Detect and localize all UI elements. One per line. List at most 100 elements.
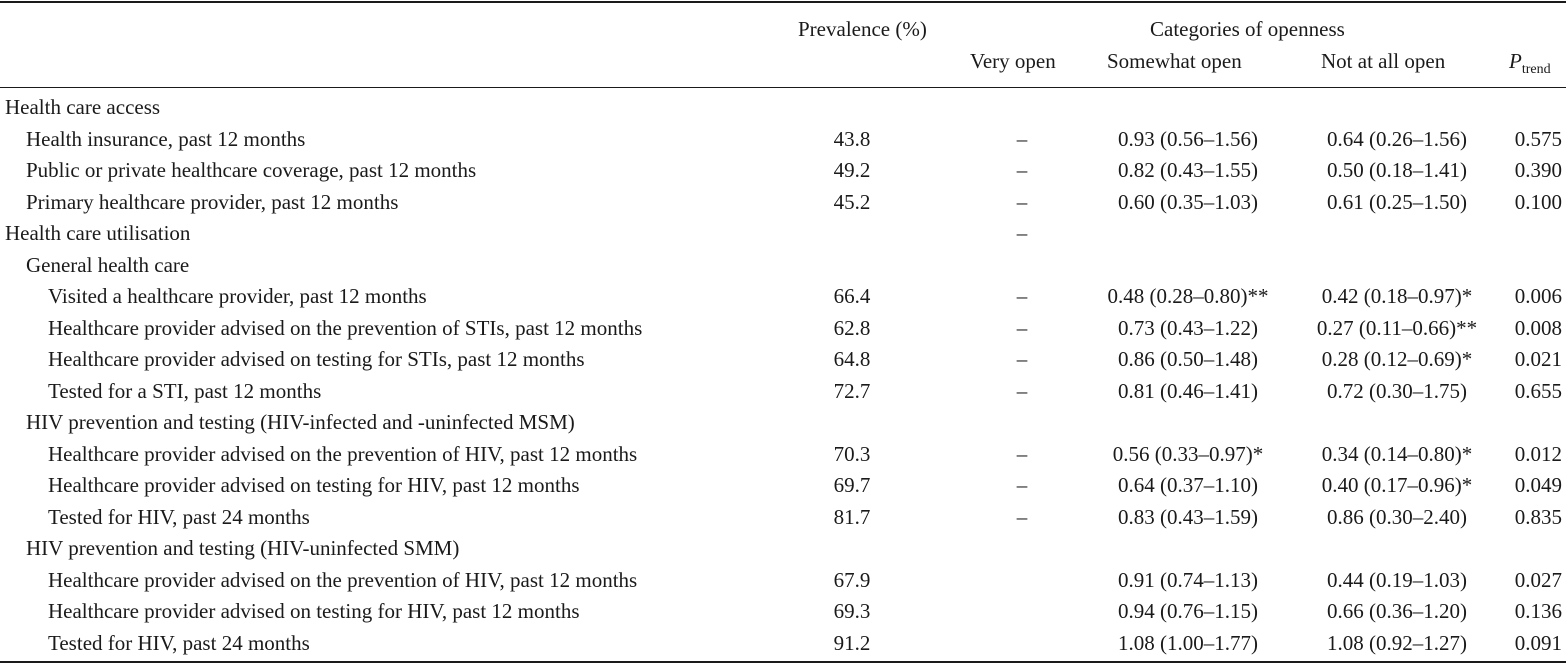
row-label: Healthcare provider advised on the preve… bbox=[48, 441, 638, 466]
row-prevalence: 67.9 bbox=[833, 567, 871, 592]
row-somewhat-open: 0.94 (0.76–1.15) bbox=[1118, 599, 1258, 623]
row-somewhat-open: 0.48 (0.28–0.80)** bbox=[1107, 284, 1269, 308]
header-p-trend-symbol: P bbox=[1509, 49, 1522, 73]
row-prevalence: 66.4 bbox=[833, 284, 871, 308]
row-prevalence: 81.7 bbox=[833, 504, 871, 529]
row-label: Tested for HIV, past 24 months bbox=[48, 630, 310, 655]
row-not-at-all-open: 0.40 (0.17–0.96)* bbox=[1321, 473, 1473, 497]
row-p-trend: 0.008 bbox=[1514, 315, 1562, 340]
row-label: Tested for a STI, past 12 months bbox=[48, 378, 322, 403]
table-row: Visited a healthcare provider, past 12 m… bbox=[0, 281, 1566, 313]
row-p-trend: 0.012 bbox=[1514, 441, 1562, 466]
table-row: Healthcare provider advised on testing f… bbox=[0, 344, 1566, 376]
table-top-rule bbox=[0, 1, 1566, 3]
row-very-open: – bbox=[1016, 221, 1028, 245]
row-label: Healthcare provider advised on testing f… bbox=[48, 599, 580, 623]
row-label: Healthcare provider advised on testing f… bbox=[48, 347, 585, 371]
row-prevalence: 45.2 bbox=[833, 189, 871, 214]
header-not-at-all-open: Not at all open bbox=[1321, 49, 1446, 73]
row-not-at-all-open: 0.64 (0.26–1.56) bbox=[1327, 126, 1467, 151]
table-row: Healthcare provider advised on the preve… bbox=[0, 565, 1566, 597]
row-very-open: – bbox=[1016, 504, 1028, 529]
row-prevalence: 70.3 bbox=[833, 441, 871, 466]
table-bottom-rule bbox=[0, 661, 1566, 663]
table-row: Primary healthcare provider, past 12 mon… bbox=[0, 187, 1566, 219]
row-label: HIV prevention and testing (HIV-uninfect… bbox=[26, 536, 460, 560]
row-somewhat-open: 0.93 (0.56–1.56) bbox=[1118, 126, 1258, 151]
row-prevalence: 64.8 bbox=[833, 347, 871, 371]
row-very-open: – bbox=[1016, 158, 1028, 182]
row-very-open: – bbox=[1016, 473, 1028, 497]
row-not-at-all-open: 0.28 (0.12–0.69)* bbox=[1321, 347, 1473, 371]
row-somewhat-open: 0.60 (0.35–1.03) bbox=[1118, 189, 1258, 214]
row-prevalence: 72.7 bbox=[833, 378, 871, 403]
row-very-open: – bbox=[1016, 126, 1028, 151]
row-very-open: – bbox=[1016, 347, 1028, 371]
table-row: Public or private healthcare coverage, p… bbox=[0, 155, 1566, 187]
row-label: HIV prevention and testing (HIV-infected… bbox=[26, 410, 575, 434]
subsection-row: HIV prevention and testing (HIV-infected… bbox=[0, 407, 1566, 439]
header-prevalence: Prevalence (%) bbox=[798, 17, 927, 41]
row-prevalence: 49.2 bbox=[833, 158, 871, 182]
row-not-at-all-open: 1.08 (0.92–1.27) bbox=[1327, 630, 1467, 655]
row-not-at-all-open: 0.72 (0.30–1.75) bbox=[1327, 378, 1467, 403]
header-somewhat-open: Somewhat open bbox=[1107, 49, 1242, 73]
subsection-row: HIV prevention and testing (HIV-uninfect… bbox=[0, 533, 1566, 565]
row-somewhat-open: 0.56 (0.33–0.97)* bbox=[1112, 441, 1264, 466]
row-not-at-all-open: 0.86 (0.30–2.40) bbox=[1327, 504, 1467, 529]
row-p-trend: 0.655 bbox=[1514, 378, 1562, 403]
row-not-at-all-open: 0.42 (0.18–0.97)* bbox=[1321, 284, 1473, 308]
row-label: Visited a healthcare provider, past 12 m… bbox=[48, 284, 427, 308]
row-p-trend: 0.390 bbox=[1514, 158, 1562, 182]
section-row: Health care access bbox=[0, 92, 1566, 124]
row-very-open: – bbox=[1016, 378, 1028, 403]
row-p-trend: 0.021 bbox=[1514, 347, 1562, 371]
row-somewhat-open: 0.83 (0.43–1.59) bbox=[1118, 504, 1258, 529]
row-label: Public or private healthcare coverage, p… bbox=[26, 158, 477, 182]
row-label: Tested for HIV, past 24 months bbox=[48, 504, 310, 529]
row-label: Health care access bbox=[5, 95, 161, 119]
header-very-open: Very open bbox=[970, 49, 1056, 73]
row-not-at-all-open: 0.44 (0.19–1.03) bbox=[1327, 567, 1467, 592]
row-very-open: – bbox=[1016, 284, 1028, 308]
row-not-at-all-open: 0.61 (0.25–1.50) bbox=[1327, 189, 1467, 214]
row-p-trend: 0.835 bbox=[1514, 504, 1562, 529]
row-very-open: – bbox=[1016, 189, 1028, 214]
table-row: Tested for HIV, past 24 months 81.7 – 0.83 … bbox=[0, 502, 1566, 534]
section-row: Health care utilisation – bbox=[0, 218, 1566, 250]
subsection-row: General health care bbox=[0, 250, 1566, 282]
table-row: Tested for a STI, past 12 months 72.7 – 0.8… bbox=[0, 376, 1566, 408]
header-rule bbox=[0, 87, 1566, 88]
row-p-trend: 0.027 bbox=[1514, 567, 1562, 592]
table-row: Healthcare provider advised on the preve… bbox=[0, 313, 1566, 345]
row-p-trend: 0.136 bbox=[1514, 599, 1562, 623]
header-p-trend-subscript: trend bbox=[1521, 62, 1551, 77]
row-prevalence: 43.8 bbox=[833, 126, 871, 151]
row-label: Health care utilisation bbox=[5, 221, 191, 245]
row-not-at-all-open: 0.34 (0.14–0.80)* bbox=[1321, 441, 1473, 466]
row-p-trend: 0.575 bbox=[1514, 126, 1562, 151]
row-p-trend: 0.100 bbox=[1514, 189, 1562, 214]
row-label: General health care bbox=[26, 252, 190, 277]
row-p-trend: 0.049 bbox=[1514, 473, 1562, 497]
row-label: Primary healthcare provider, past 12 mon… bbox=[26, 189, 399, 214]
table-row: Healthcare provider advised on testing f… bbox=[0, 470, 1566, 502]
table-row: Health insurance, past 12 months 43.8 – 0.9… bbox=[0, 124, 1566, 156]
table-body: Health care access Health insurance, past… bbox=[0, 92, 1566, 659]
row-somewhat-open: 0.86 (0.50–1.48) bbox=[1118, 347, 1258, 371]
row-very-open: – bbox=[1016, 315, 1028, 340]
row-somewhat-open: 0.91 (0.74–1.13) bbox=[1118, 567, 1258, 592]
row-somewhat-open: 0.81 (0.46–1.41) bbox=[1118, 378, 1258, 403]
row-label: Healthcare provider advised on testing f… bbox=[48, 473, 580, 497]
row-prevalence: 62.8 bbox=[833, 315, 871, 340]
row-label: Healthcare provider advised on the preve… bbox=[48, 567, 638, 592]
table-row: Healthcare provider advised on testing f… bbox=[0, 596, 1566, 628]
row-prevalence: 69.3 bbox=[833, 599, 871, 623]
row-somewhat-open: 0.64 (0.37–1.10) bbox=[1118, 473, 1258, 497]
row-not-at-all-open: 0.66 (0.36–1.20) bbox=[1327, 599, 1467, 623]
row-very-open: – bbox=[1016, 441, 1028, 466]
row-not-at-all-open: 0.50 (0.18–1.41) bbox=[1327, 158, 1467, 182]
row-somewhat-open: 0.82 (0.43–1.55) bbox=[1118, 158, 1258, 182]
row-label: Health insurance, past 12 months bbox=[26, 126, 306, 151]
